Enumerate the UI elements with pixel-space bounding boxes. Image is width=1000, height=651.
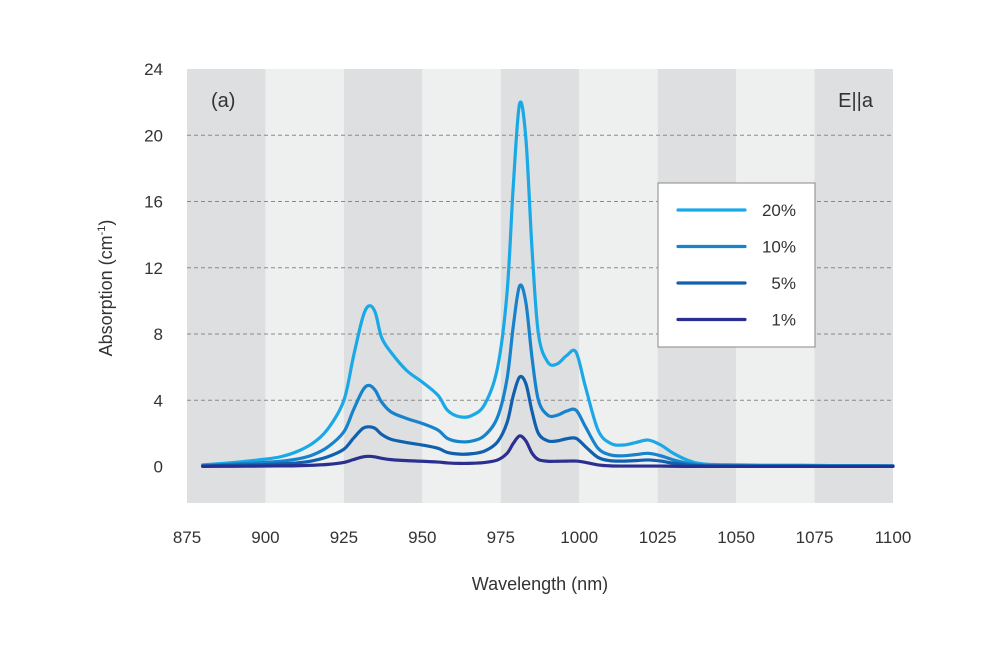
background-band [579,69,658,503]
x-tick-label: 1075 [796,528,834,547]
x-tick-label: 875 [173,528,201,547]
background-band [265,69,344,503]
x-tick-label: 1025 [639,528,677,547]
y-axis-title-main: Absorption (cm [96,235,116,356]
x-tick-label: 900 [251,528,279,547]
series-line-10pct [201,283,895,468]
y-tick-label: 12 [144,259,163,278]
y-tick-label: 0 [154,458,163,477]
y-axis-title: Absorption (cm-1) [96,220,116,357]
x-tick-labels: 875 900 925 950 975 1000 1025 1050 1075 1100 [173,528,911,547]
legend: 20% 10% 5% 1% [657,182,816,348]
x-tick-label: 950 [408,528,436,547]
y-tick-label: 4 [154,391,163,410]
x-tick-label: 1050 [717,528,755,547]
y-tick-label: 8 [154,325,163,344]
series-line-1pct [201,434,895,469]
y-axis-title-close: ) [96,220,116,226]
series-line-20pct [201,100,895,468]
background-band [500,69,580,503]
background-band [187,69,266,503]
x-tick-label: 975 [487,528,515,547]
y-tick-label: 24 [144,60,163,79]
legend-label: 20% [762,201,796,220]
background-band [422,69,501,503]
y-axis-title-sup: -1 [96,226,108,236]
y-tick-label: 20 [144,126,163,145]
series-line-5pct [201,374,895,468]
legend-label: 5% [771,274,796,293]
legend-label: 10% [762,238,796,257]
background-bands [187,69,893,503]
background-band [814,69,893,503]
panel-label: (a) [211,90,235,112]
series-lines [201,100,895,469]
x-tick-label: 1000 [560,528,598,547]
legend-label: 1% [771,311,796,330]
polarization-label: E||a [838,90,874,112]
x-axis-title: Wavelength (nm) [472,574,608,594]
y-tick-labels: 0 4 8 12 16 20 24 [144,60,163,477]
y-tick-label: 16 [144,193,163,212]
x-tick-label: 1100 [875,528,912,547]
background-band [343,69,423,503]
x-tick-label: 925 [330,528,358,547]
